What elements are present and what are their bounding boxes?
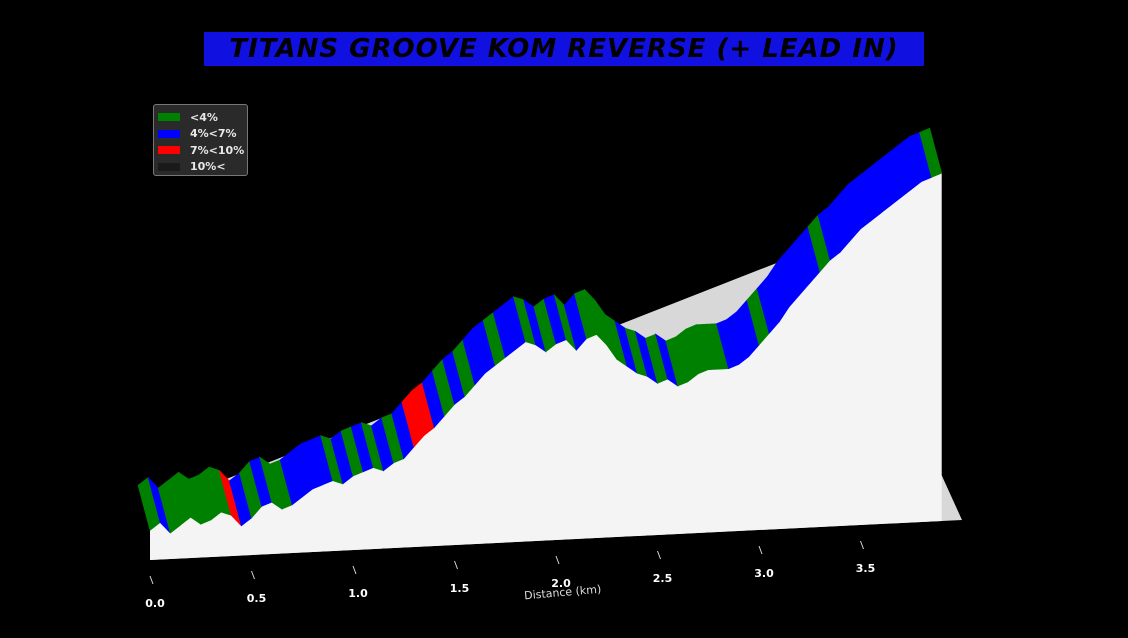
chart-title: TITANS GROOVE KOM REVERSE (+ LEAD IN) [229,34,899,64]
legend-label: 4%<7% [190,127,237,141]
legend-label: <4% [190,110,218,124]
x-tick-label: 2.5 [653,572,673,585]
legend-item: 10%< [158,159,247,176]
x-axis-label: Distance (km) [524,583,602,603]
elevation-fill [150,173,942,560]
x-tick [454,560,458,570]
legend-label: 10%< [190,160,226,174]
x-tick [352,565,357,575]
legend-swatch [158,113,180,122]
x-tick-label: 3.5 [856,562,876,575]
legend-label: 7%<10% [190,143,245,157]
x-tick [860,540,864,550]
legend-swatch [158,129,180,138]
x-tick [251,570,255,580]
x-tick [758,545,763,555]
x-tick-label: 3.0 [754,567,774,580]
x-tick-label: 2.0 [551,577,571,590]
x-axis: 0.0 0.5 1.0 1.5 2.0 2.5 3.0 3.5 [145,540,876,610]
profile-segment [919,127,943,178]
x-tick-label: 1.5 [450,582,470,595]
legend-swatch [158,146,180,155]
legend: <4% 4%<7% 7%<10% 10%< [153,104,248,176]
legend-item: 4%<7% [158,126,247,143]
legend-item: <4% [158,109,247,126]
x-tick [555,555,560,565]
gradient-ribbon [137,127,943,534]
x-tick-label: 0.5 [247,592,267,605]
chart-title-banner: TITANS GROOVE KOM REVERSE (+ LEAD IN) [204,32,924,66]
x-tick [149,575,154,585]
x-tick-label: 0.0 [145,597,165,610]
x-tick-label: 1.0 [348,587,368,600]
legend-swatch [158,162,180,171]
x-tick [657,550,661,560]
legend-item: 7%<10% [158,142,247,159]
